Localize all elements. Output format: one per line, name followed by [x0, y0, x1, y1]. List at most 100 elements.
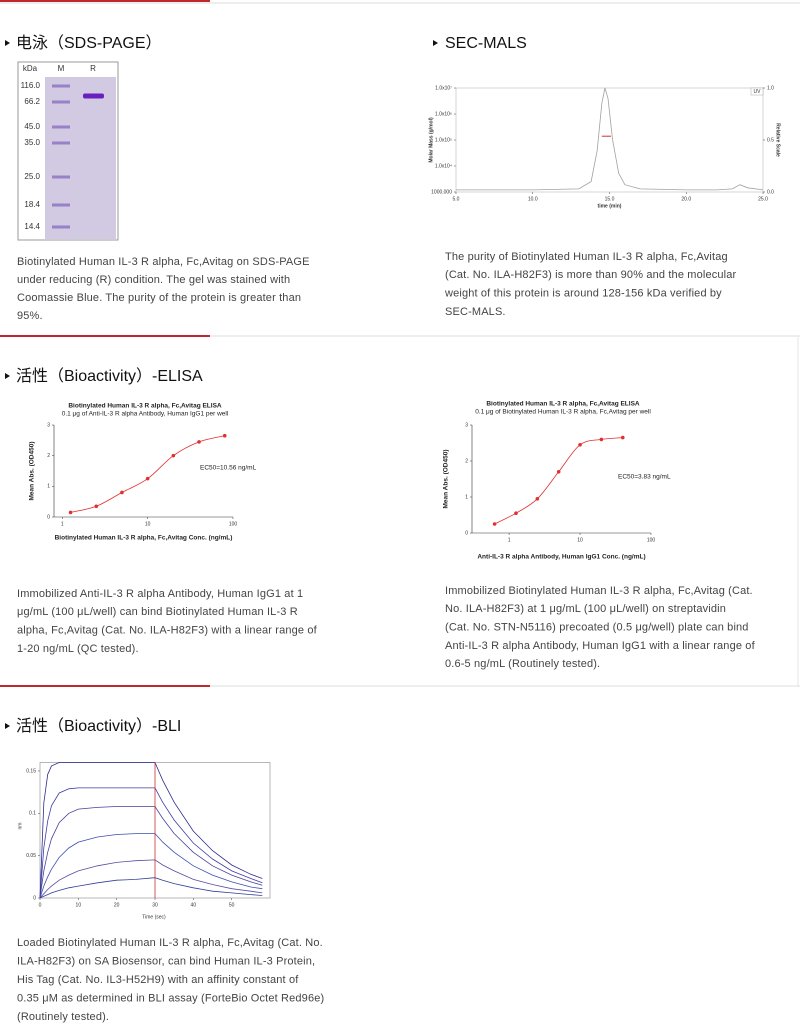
y-tick-label: 1.0x10⁵ [435, 137, 452, 143]
x-tick-label: 50 [229, 902, 235, 908]
x-axis-label: Anti-IL-3 R alpha Antibody, Human IgG1 C… [477, 554, 645, 561]
y-axis-label: Mean Abs. (OD450) [29, 442, 36, 501]
y-tick-label: 1 [465, 494, 468, 500]
caption-line: (Routinely tested). [17, 1011, 109, 1023]
accent [0, 335, 210, 337]
x-tick-label: 100 [229, 521, 238, 527]
legend-label: UV [754, 89, 762, 95]
data-point [94, 504, 99, 509]
y-tick-label: 0.1 [29, 811, 36, 817]
y-tick-label: 1.0x10⁴ [435, 163, 452, 169]
caption-line: Loaded Biotinylated Human IL-3 R alpha, … [17, 937, 323, 949]
lane-label: M [58, 64, 65, 73]
caption-line: The purity of Biotinylated Human IL-3 R … [445, 251, 728, 263]
y2-axis-label: Relative Scale [775, 123, 781, 157]
y-tick-label: 0.15 [26, 768, 36, 774]
chart-subtitle: 0.1 μg of Biotinylated Human IL-3 R alph… [475, 409, 651, 416]
x-axis-label: Biotinylated Human IL-3 R alpha, Fc,Avit… [55, 535, 233, 542]
section-title: SEC-MALS [445, 35, 527, 52]
axis [53, 425, 233, 518]
x-axis-label: time (min) [598, 203, 622, 209]
x-axis-label: Time (sec) [142, 914, 166, 920]
data-point [514, 511, 518, 515]
x-tick-label: 10 [145, 521, 151, 527]
marker-label: 35.0 [24, 138, 40, 147]
y-tick-label: 3 [47, 422, 50, 428]
y2-tick-label: 0.5 [767, 137, 774, 143]
caption-line: (Cat. No. ILA-H82F3) is more than 90% an… [445, 269, 737, 281]
y2-tick-label: 1.0 [767, 85, 774, 91]
x-tick-label: 10 [577, 537, 583, 543]
y-tick-label: 1.0x10⁷ [435, 85, 452, 91]
sensorgram [39, 806, 263, 899]
marker-label: 18.4 [24, 200, 40, 209]
y-tick-label: 2 [465, 458, 468, 464]
accent [0, 0, 210, 2]
caption-line: Coomassie Blue. The purity of the protei… [17, 292, 301, 304]
x-tick-label: 20 [114, 902, 120, 908]
marker-label: 45.0 [24, 122, 40, 131]
marker-label: 116.0 [21, 81, 41, 90]
caption-line: under reducing (R) condition. The gel wa… [17, 274, 290, 286]
sensorgram [39, 833, 263, 899]
y-tick-label: 0.05 [26, 853, 36, 859]
x-tick-label: 10 [76, 902, 82, 908]
marker-band [52, 203, 70, 207]
sensorgram [39, 859, 263, 899]
x-tick-label: 0 [39, 902, 42, 908]
x-tick-label: 25.0 [758, 196, 768, 202]
y-axis-label: nm [17, 823, 23, 830]
x-tick-label: 15.0 [605, 196, 615, 202]
x-tick-label: 40 [191, 902, 197, 908]
marker-label: 25.0 [24, 172, 40, 181]
caption-line: μg/mL (100 μL/well) can bind Biotinylate… [17, 606, 298, 618]
sensorgram [39, 787, 263, 899]
x-tick-label: 5.0 [453, 196, 460, 202]
data-point [222, 433, 227, 438]
marker-label: 66.2 [24, 97, 40, 106]
chart-subtitle: 0.1 μg of Anti-IL-3 R alpha Antibody, Hu… [62, 411, 229, 418]
y-tick-label: 0 [465, 530, 468, 536]
x-tick-label: 1 [508, 537, 511, 543]
marker-band [52, 175, 70, 179]
data-point [599, 437, 604, 442]
caption-line: alpha, Fc,Avitag (Cat. No. ILA-H82F3) wi… [17, 625, 318, 637]
data-point [145, 476, 150, 481]
legend-box [750, 87, 764, 96]
bullet [433, 40, 438, 46]
caption-line: Biotinylated Human IL-3 R alpha, Fc,Avit… [17, 256, 310, 268]
marker-band [52, 84, 70, 88]
y-tick-label: 2 [47, 453, 50, 459]
x-tick-label: 100 [647, 537, 656, 543]
caption-line: No. ILA-H82F3) at 1 μg/mL (100 μL/well) … [445, 603, 726, 615]
accent [0, 685, 210, 687]
caption-line: weight of this protein is around 128-156… [444, 288, 722, 300]
marker-band [52, 125, 70, 129]
bullet [5, 40, 10, 46]
data-point [578, 443, 582, 447]
bullet [5, 373, 10, 379]
lane-label: R [90, 64, 96, 73]
y-tick-label: 3 [465, 422, 468, 428]
data-point [620, 435, 625, 440]
y-tick-label: 1 [47, 484, 50, 490]
caption-line: ILA-H82F3) on SA Biosensor, can bind Hum… [17, 955, 315, 967]
bullet [5, 723, 10, 729]
y-tick-label: 0 [47, 514, 50, 520]
caption-line: 1-20 ng/mL (QC tested). [17, 643, 139, 655]
gel-unit: kDa [23, 64, 38, 73]
chart-title: Biotinylated Human IL-3 R alpha, Fc,Avit… [68, 403, 222, 410]
caption-line: SEC-MALS. [445, 306, 506, 318]
y-axis-label: Molar Mass (g/mol) [428, 117, 434, 163]
sample-band [83, 93, 104, 99]
caption-line: 95%. [17, 310, 43, 322]
marker-band [52, 141, 70, 145]
y-tick-label: 1.0x10⁶ [435, 111, 452, 117]
x-tick-label: 30 [152, 902, 158, 908]
sensorgram [39, 762, 263, 899]
caption-line: 0.6-5 ng/mL (Routinely tested). [445, 658, 600, 670]
chart-title: Biotinylated Human IL-3 R alpha, Fc,Avit… [486, 401, 640, 408]
data-point [197, 440, 201, 444]
axis [471, 425, 651, 534]
